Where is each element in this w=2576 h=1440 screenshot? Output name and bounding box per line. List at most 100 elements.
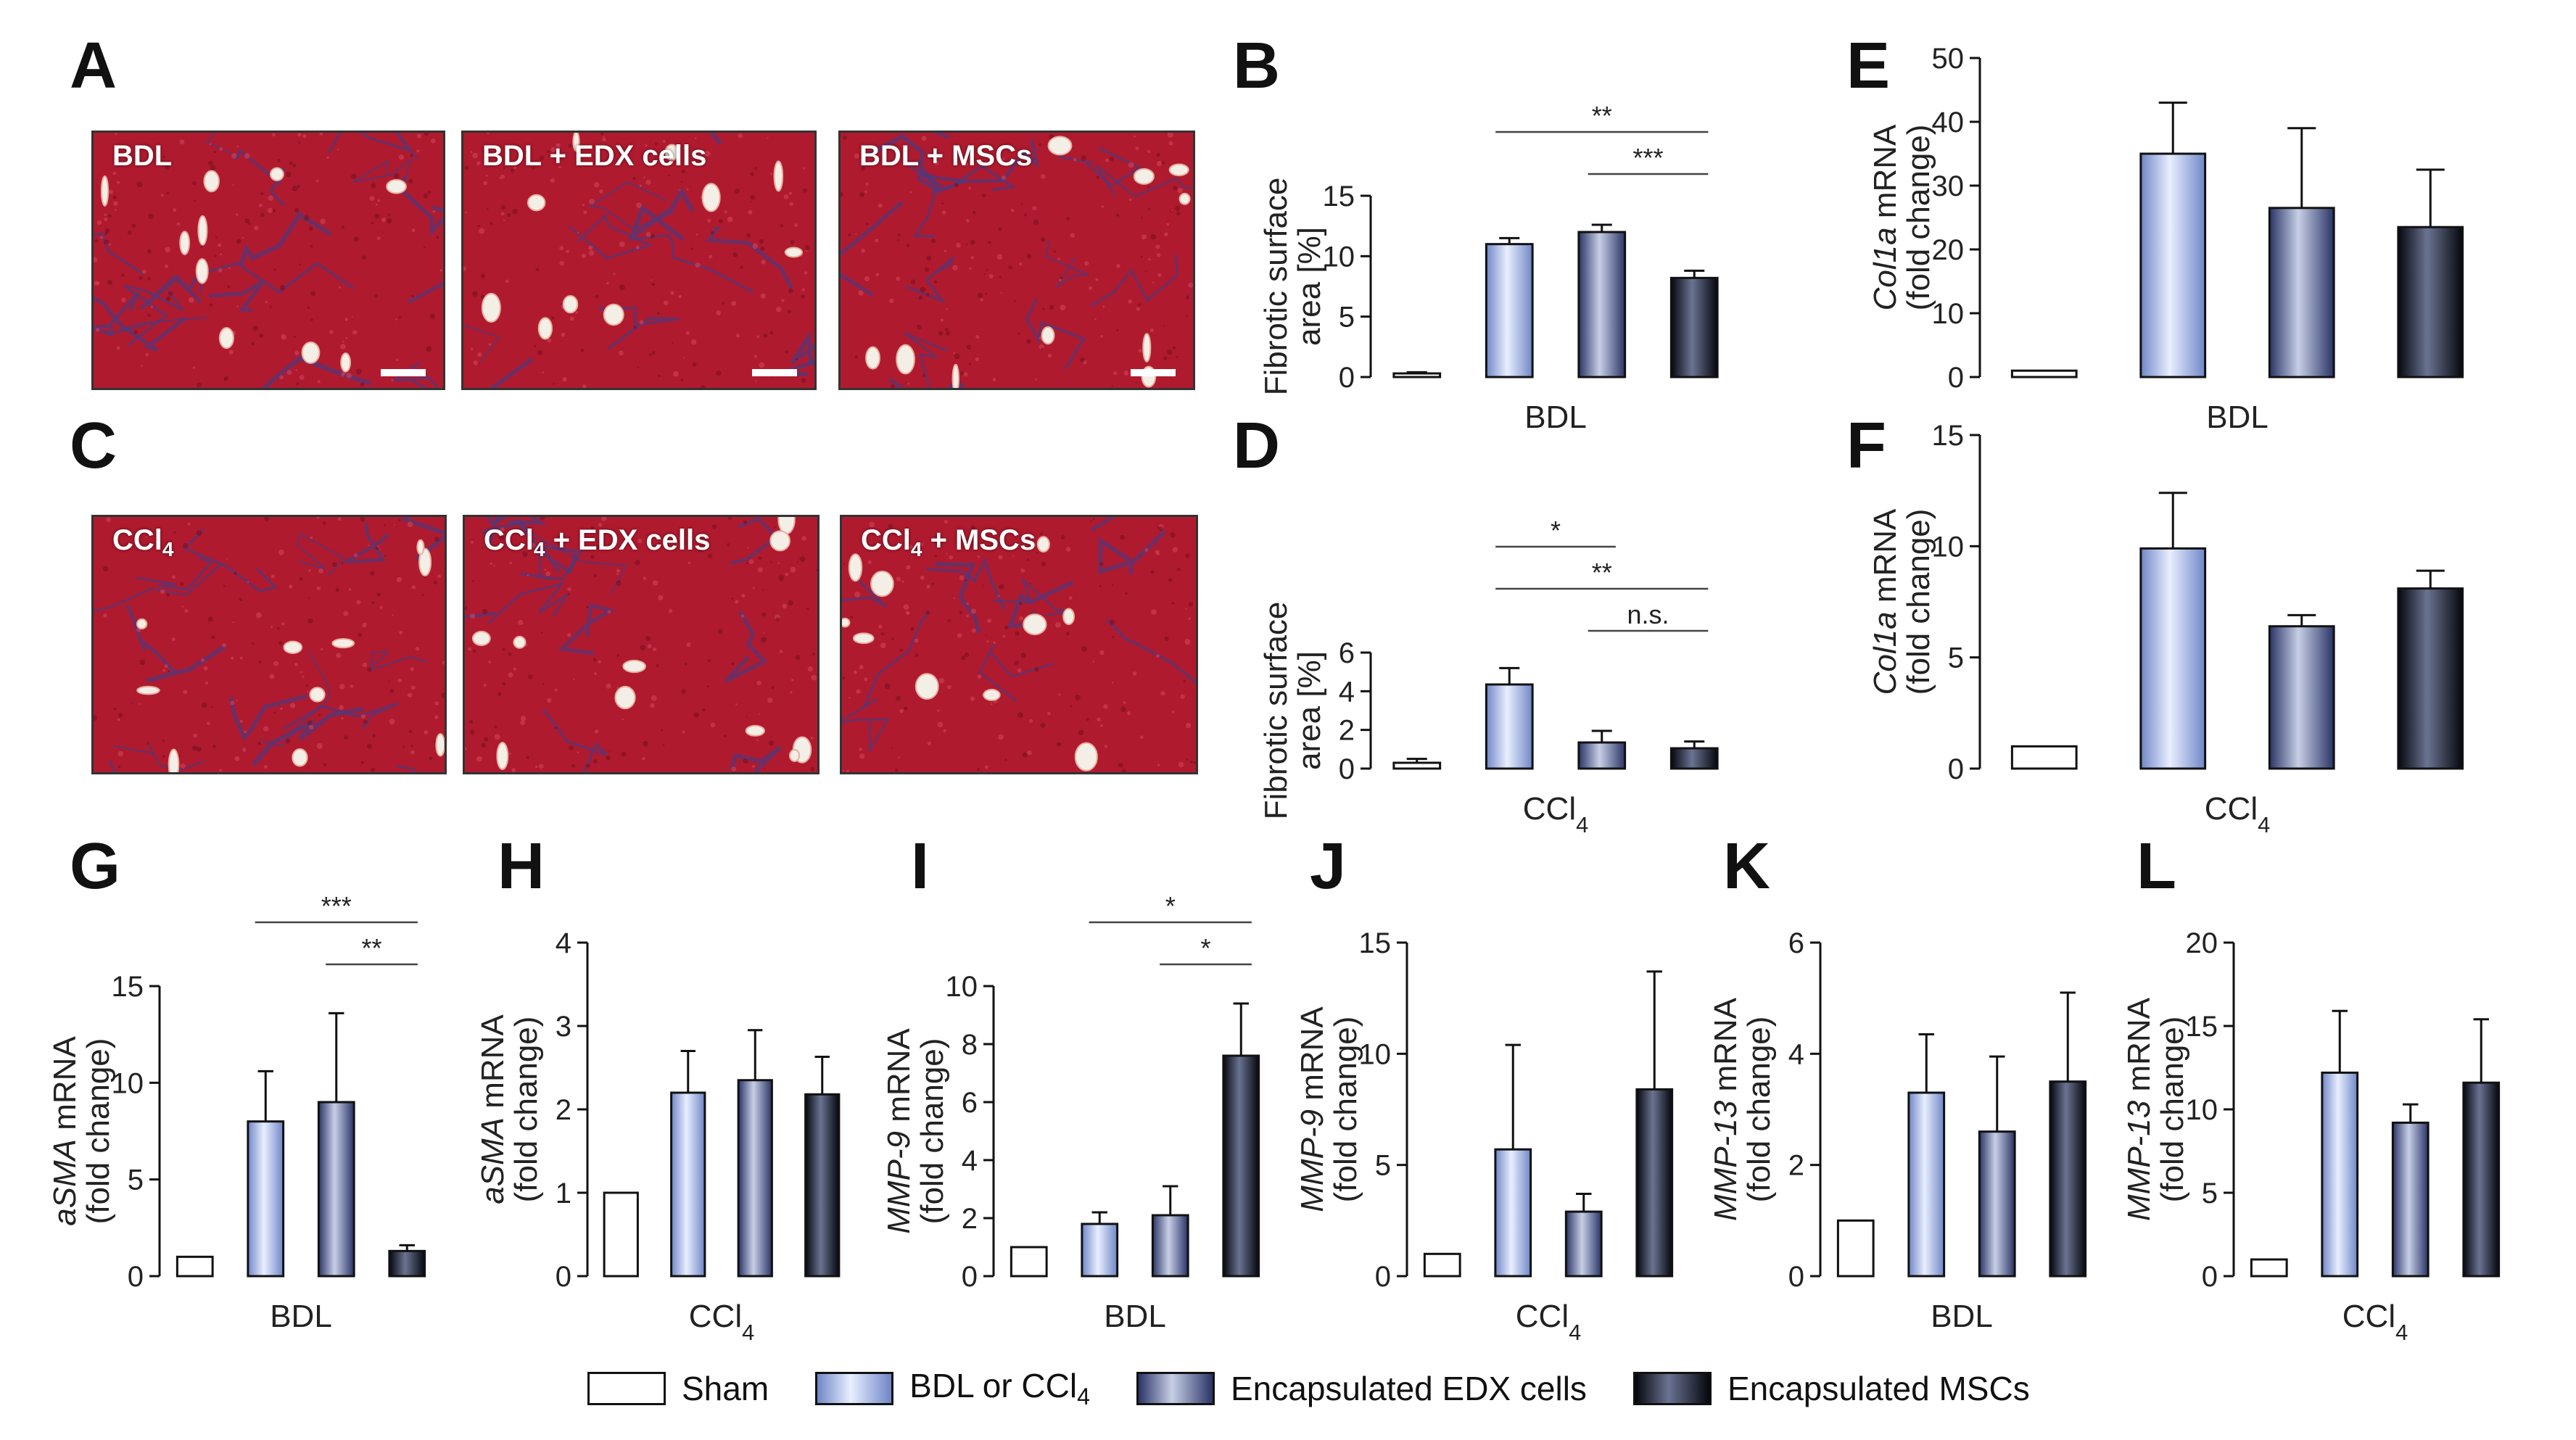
tissue-texture — [94, 517, 445, 772]
y-axis-label: MMP-13 mRNA — [2125, 997, 2157, 1221]
bar-bdl_or_ccl4 — [1494, 1148, 1532, 1278]
bar-msc — [2397, 225, 2464, 378]
significance-label: ** — [361, 933, 381, 963]
y-tick-label: 0 — [1948, 753, 1964, 785]
bar-msc — [804, 1093, 841, 1278]
y-axis-label: (fold change) — [1901, 509, 1936, 695]
y-axis-label: (fold change) — [1328, 1017, 1363, 1203]
bar-sham — [2250, 1258, 2288, 1278]
bar-edx — [737, 1079, 773, 1278]
significance-label: ** — [1592, 101, 1612, 131]
y-tick-label: 20 — [1932, 234, 1965, 266]
y-axis-label: (fold change) — [1741, 1017, 1777, 1203]
y-axis-label: (fold change) — [915, 1038, 950, 1225]
bar-bdl_or_ccl4 — [1485, 243, 1534, 378]
y-tick-label: 4 — [1339, 676, 1355, 708]
tissue-texture — [465, 517, 817, 772]
tissue-texture — [842, 517, 1196, 772]
x-axis-label: CCl4 — [2342, 1299, 2408, 1345]
legend-swatch — [587, 1372, 666, 1405]
significance-label: *** — [1632, 143, 1663, 173]
y-axis-label: MMP-9 mRNA — [1298, 1006, 1330, 1212]
y-tick-label: 5 — [128, 1164, 144, 1196]
panel-label-a: A — [70, 30, 117, 102]
y-axis-label: aSMA mRNA — [51, 1036, 83, 1226]
bar-msc — [1669, 747, 1719, 770]
legend-swatch — [815, 1372, 894, 1405]
x-axis-label: CCl4 — [2205, 791, 2270, 837]
chart-panel-k: 0 2 4 6 MMP-13 mRNA(fold change) BDL — [1712, 927, 2087, 1334]
bar-sham — [1010, 1246, 1048, 1278]
legend-item-msc: Encapsulated MSCs — [1632, 1369, 2030, 1408]
bar-msc — [1635, 1088, 1674, 1278]
micrograph-caption: CCl4 + EDX cells — [484, 524, 711, 560]
y-axis-label: Fibrotic surface — [1262, 178, 1294, 396]
y-tick-label: 8 — [962, 1029, 978, 1061]
significance-label: * — [1165, 891, 1176, 921]
y-tick-label: 15 — [112, 971, 144, 1003]
bar-sham — [1836, 1219, 1875, 1278]
bar-bdl_or_ccl4 — [670, 1091, 706, 1278]
panel-label-d: D — [1233, 410, 1280, 482]
y-axis-label: (fold change) — [2155, 1017, 2190, 1203]
legend-swatch — [1632, 1372, 1712, 1405]
chart-panel-j: 0 5 10 15 MMP-9 mRNA(fold change) CCl4 — [1298, 927, 1674, 1345]
panel-label-j: J — [1310, 830, 1347, 903]
y-tick-label: 3 — [556, 1011, 571, 1043]
micrograph-bdl-msc: BDL + MSCs — [838, 131, 1195, 390]
bar-msc — [1669, 276, 1719, 378]
bar-sham — [603, 1191, 639, 1278]
y-tick-label: 40 — [1932, 107, 1965, 138]
bar-msc — [2049, 1080, 2087, 1278]
y-tick-label: 0 — [1375, 1261, 1391, 1293]
x-axis-label: BDL — [1524, 400, 1587, 435]
bar-bdl_or_ccl4 — [1485, 683, 1534, 770]
y-tick-label: 2 — [962, 1203, 978, 1235]
y-axis-label: Fibrotic surface — [1262, 602, 1294, 820]
y-axis-label: (fold change) — [80, 1038, 116, 1225]
bar-edx — [2391, 1121, 2430, 1278]
y-tick-label: 0 — [1948, 362, 1964, 394]
panel-label-h: H — [498, 830, 545, 903]
legend: Sham BDL or CCl4 Encapsulated EDX cells … — [587, 1363, 2030, 1414]
tissue-texture — [463, 133, 814, 388]
y-axis-label: Col1a mRNA — [1871, 124, 1903, 310]
y-axis-label: MMP-13 mRNA — [1712, 997, 1743, 1221]
significance-label: * — [1200, 933, 1210, 963]
significance-label: * — [1551, 516, 1561, 545]
micrograph-caption: BDL + EDX cells — [482, 140, 707, 172]
bar-bdl_or_ccl4 — [1907, 1091, 1946, 1278]
chart-panel-f: 0 5 10 15 Col1a mRNA(fold change) CCl4 — [1871, 420, 2464, 837]
y-tick-label: 2 — [1788, 1150, 1804, 1182]
y-tick-label: 6 — [1339, 637, 1355, 669]
bar-bdl_or_ccl4 — [1081, 1222, 1119, 1278]
y-axis-label: area [%] — [1292, 227, 1327, 346]
y-tick-label: 5 — [1339, 302, 1355, 334]
panel-label-l: L — [2137, 830, 2176, 903]
y-tick-label: 30 — [1932, 170, 1965, 202]
y-axis-label: (fold change) — [508, 1017, 544, 1203]
y-axis-label: (fold change) — [1901, 125, 1936, 311]
scale-bar — [1131, 369, 1176, 376]
panel-label-f: F — [1846, 410, 1886, 482]
y-tick-label: 0 — [1339, 362, 1355, 394]
micrograph-bdl: BDL — [91, 131, 445, 390]
y-tick-label: 50 — [1932, 43, 1965, 75]
chart-panel-e: 0 10 20 30 40 50 Col1a mRNA(fold change) BDL — [1871, 43, 2464, 435]
legend-label: BDL or CCl4 — [909, 1367, 1090, 1410]
panel-label-k: K — [1723, 830, 1770, 903]
bar-edx — [1151, 1214, 1189, 1278]
bar-msc — [2462, 1081, 2501, 1278]
legend-label: Encapsulated MSCs — [1727, 1370, 2030, 1407]
legend-label: Sham — [682, 1370, 769, 1407]
y-tick-label: 10 — [112, 1067, 144, 1099]
chart-panel-i: 0 2 4 6 8 10 MMP-9 mRNA(fold change) BDL * * — [885, 891, 1260, 1334]
legend-item-sham: Sham — [587, 1369, 769, 1408]
bar-edx — [1577, 231, 1627, 378]
y-tick-label: 4 — [1788, 1038, 1804, 1070]
bar-bdl_or_ccl4 — [2139, 547, 2207, 770]
y-tick-label: 5 — [2202, 1178, 2218, 1209]
